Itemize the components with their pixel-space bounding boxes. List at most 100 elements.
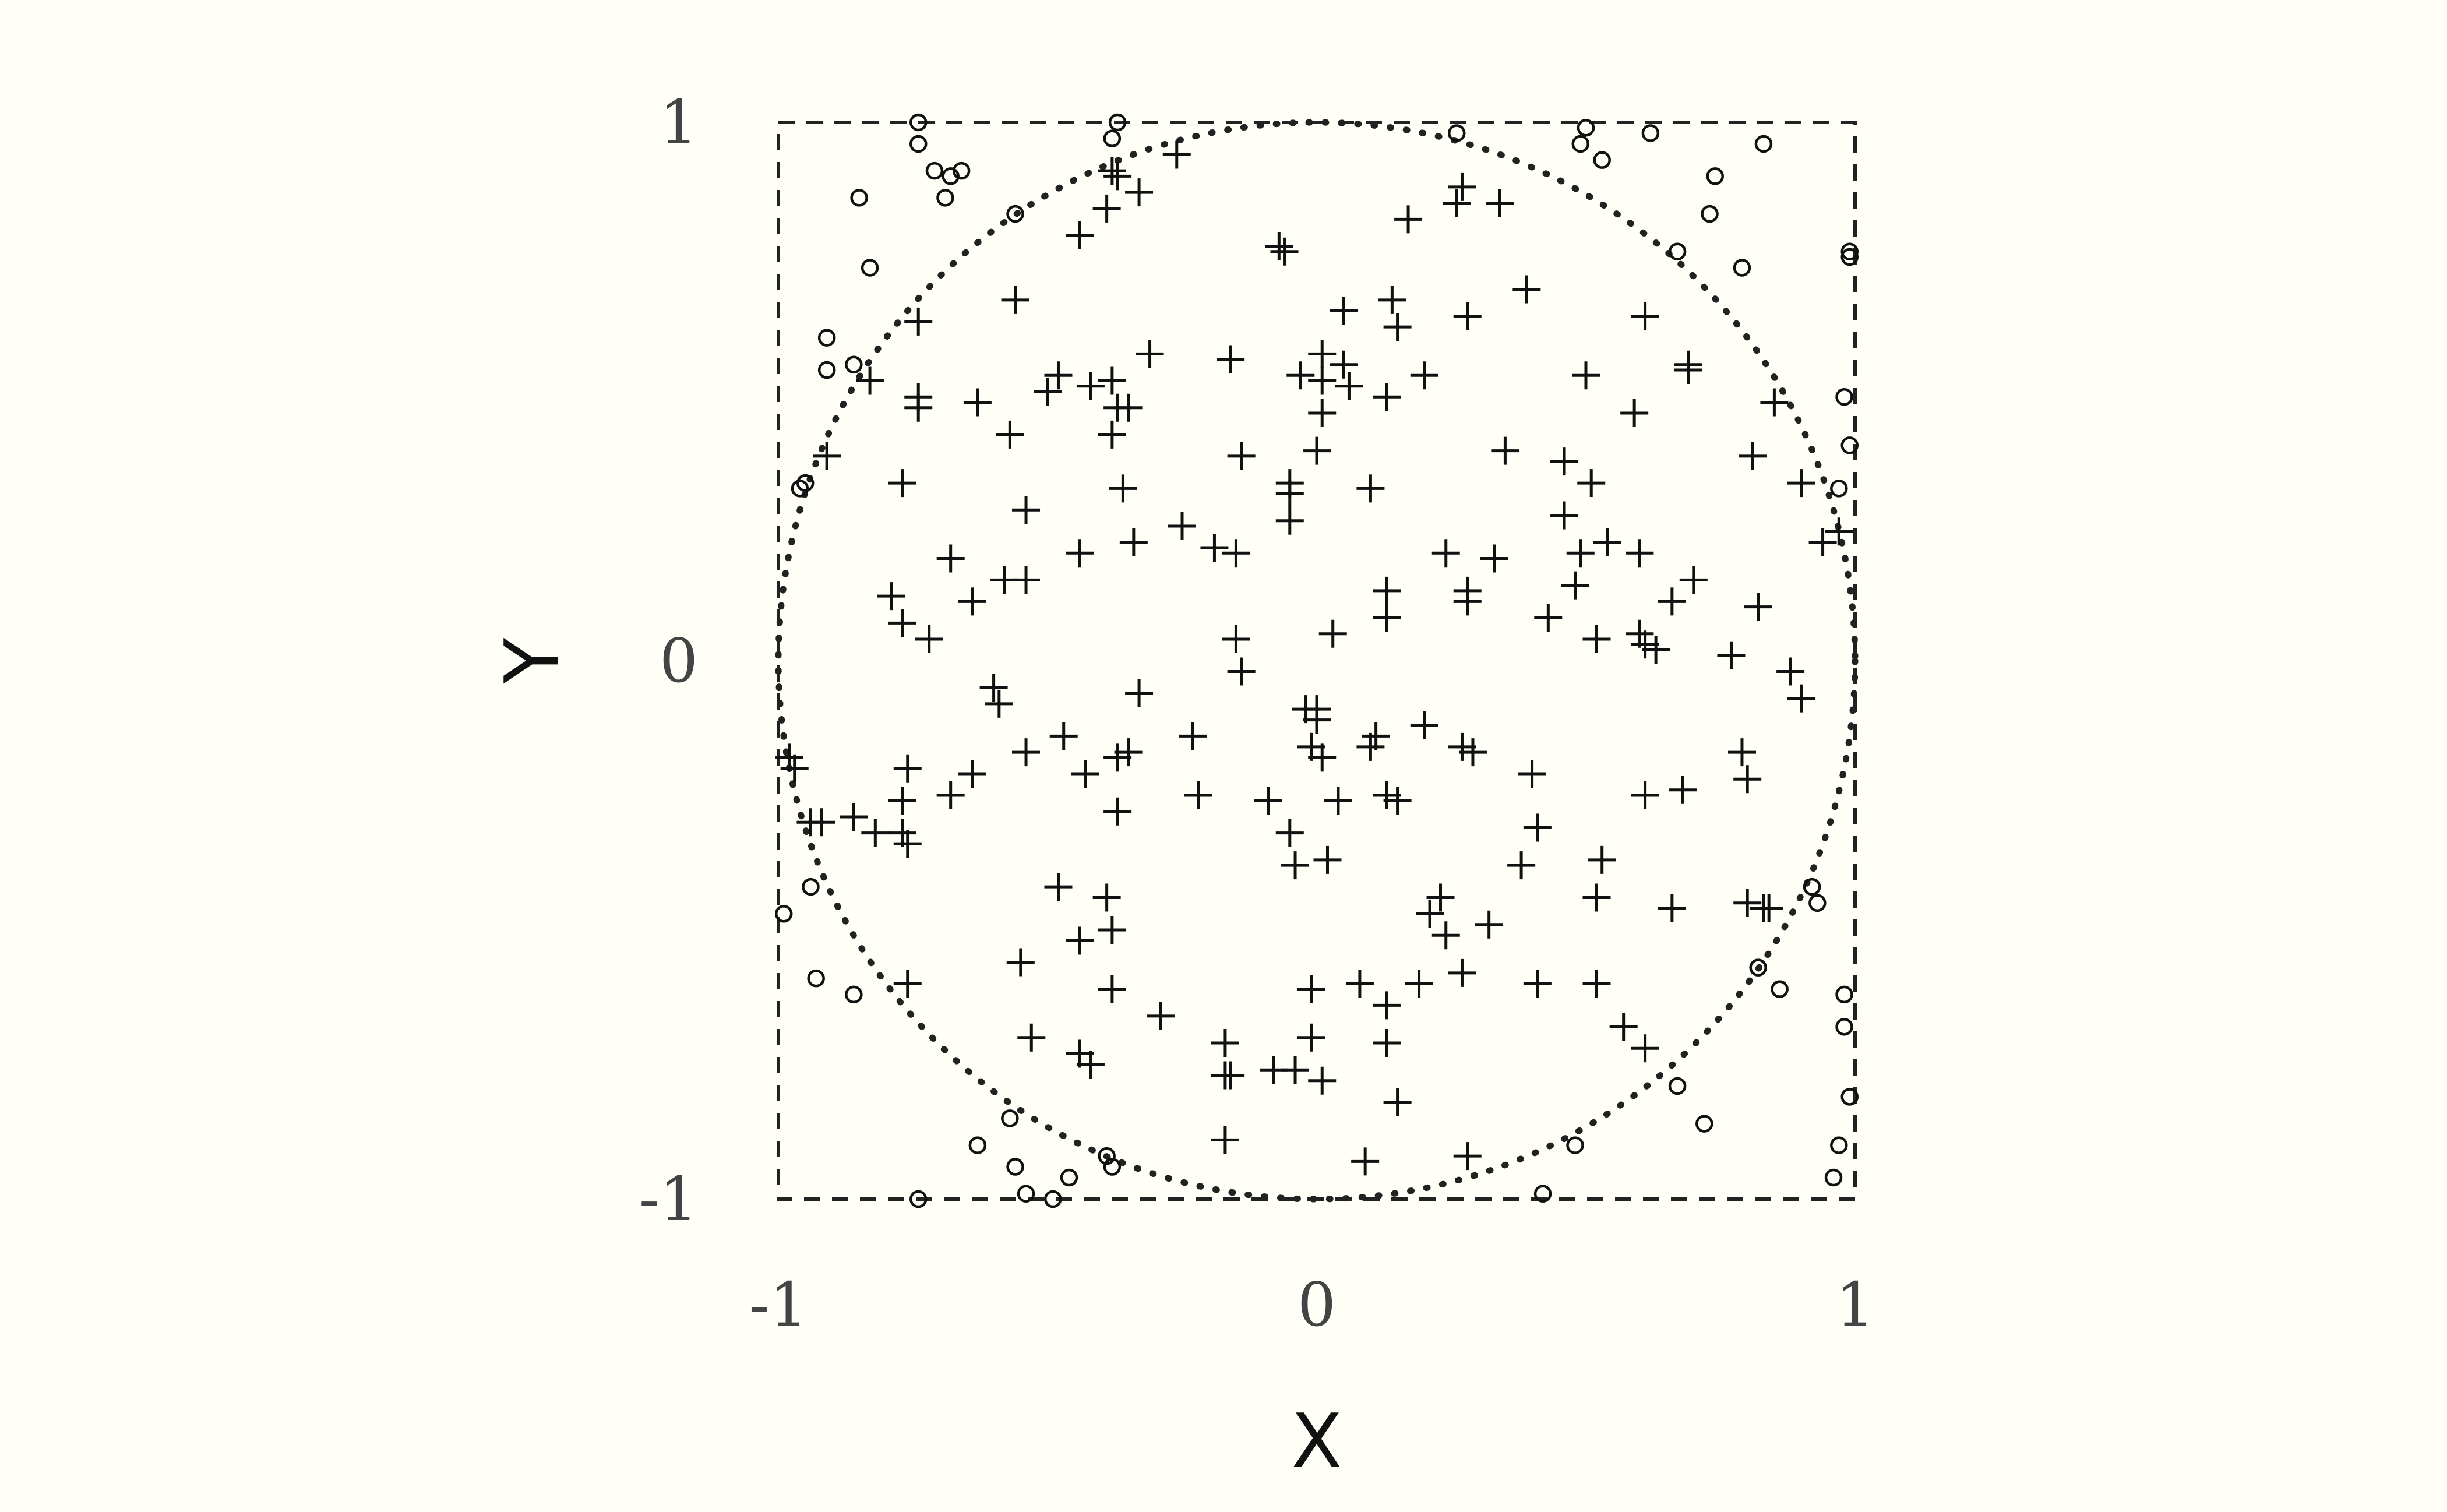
plus-marker-point xyxy=(1017,1023,1046,1052)
circle-marker-point xyxy=(1840,242,1859,261)
plus-marker-point xyxy=(958,587,986,616)
plus-marker-point xyxy=(1286,361,1315,390)
plus-marker-point xyxy=(1335,372,1363,400)
plus-marker-point xyxy=(1808,528,1837,556)
x-axis-label: X xyxy=(1291,1398,1342,1485)
plus-marker-point xyxy=(807,808,835,837)
plus-marker-point xyxy=(1303,436,1331,465)
plus-marker-point xyxy=(1620,399,1649,427)
plus-marker-point xyxy=(1049,722,1078,750)
plus-marker-point xyxy=(1147,1002,1175,1030)
circle-marker-point xyxy=(861,259,879,277)
plus-marker-point xyxy=(1566,539,1595,568)
circle-marker-point xyxy=(817,329,836,347)
plus-marker-point xyxy=(1345,970,1374,998)
plus-marker-point xyxy=(1044,361,1073,390)
plus-marker-point xyxy=(1034,378,1062,406)
plus-marker-point xyxy=(893,754,922,783)
circle-marker-point xyxy=(925,161,944,180)
plus-marker-point xyxy=(1431,539,1460,568)
circle-marker-point xyxy=(845,355,863,374)
plus-marker-point xyxy=(1103,797,1132,826)
plus-marker-point xyxy=(1227,657,1256,686)
plus-marker-point xyxy=(1330,350,1358,379)
plus-marker-point xyxy=(963,388,992,417)
plus-marker-point xyxy=(1162,140,1191,169)
plus-marker-point xyxy=(1265,232,1293,260)
plus-marker-point xyxy=(861,819,890,847)
plus-marker-point xyxy=(1012,738,1041,767)
plus-marker-point xyxy=(1044,873,1073,901)
plus-marker-point xyxy=(1222,539,1250,568)
plus-marker-point xyxy=(1507,851,1536,880)
plus-marker-point xyxy=(1275,480,1304,508)
plus-marker-point xyxy=(1373,576,1401,605)
circle-marker-point xyxy=(1103,129,1122,147)
plus-marker-point xyxy=(1582,970,1611,998)
plus-marker-point xyxy=(1523,970,1552,998)
plus-marker-point xyxy=(1572,361,1600,390)
plus-marker-point xyxy=(1217,345,1245,373)
plus-marker-point xyxy=(1275,506,1304,535)
plus-marker-point xyxy=(1136,340,1164,368)
plus-marker-point xyxy=(1373,383,1401,411)
plus-marker-point xyxy=(877,582,906,611)
plus-marker-point xyxy=(1200,533,1229,562)
plus-marker-point xyxy=(1098,157,1126,185)
plus-marker-point xyxy=(1582,883,1611,912)
plus-marker-point xyxy=(1582,625,1611,654)
plus-marker-point xyxy=(1631,302,1659,330)
plus-marker-point xyxy=(1109,474,1137,503)
plus-marker-point xyxy=(1458,738,1487,767)
plus-marker-point xyxy=(1760,388,1789,417)
plus-marker-point xyxy=(1168,512,1196,540)
plus-marker-point xyxy=(1071,760,1099,788)
plus-marker-point xyxy=(813,442,841,470)
plus-marker-point xyxy=(1674,356,1702,385)
circle-marker-point xyxy=(909,1190,928,1208)
circle-marker-point xyxy=(952,161,971,180)
plus-marker-point xyxy=(1092,883,1121,912)
circle-marker-point xyxy=(942,167,960,185)
plus-marker-point xyxy=(1076,372,1105,400)
circle-marker-point xyxy=(1006,1158,1024,1176)
plus-marker-point xyxy=(1491,436,1519,465)
plus-marker-point xyxy=(1787,469,1815,498)
circle-marker-point xyxy=(1771,980,1789,998)
plus-marker-point xyxy=(840,802,868,831)
circle-marker-point xyxy=(1835,985,1853,1004)
plus-marker-point xyxy=(1383,787,1412,815)
plus-marker-point xyxy=(1631,781,1659,809)
plus-marker-point xyxy=(1356,732,1385,761)
plus-marker-point xyxy=(1184,781,1212,809)
plus-marker-point xyxy=(1523,813,1552,842)
plus-marker-point xyxy=(1717,641,1746,669)
x-tick-label: -1 xyxy=(749,1269,808,1340)
circle-marker-point xyxy=(1749,958,1767,977)
circle-marker-point xyxy=(1006,205,1024,223)
plus-marker-point xyxy=(1658,894,1686,923)
plus-marker-point xyxy=(1394,205,1423,234)
plus-marker-point xyxy=(1733,889,1762,917)
plus-marker-point xyxy=(1125,178,1154,207)
plus-marker-point xyxy=(1308,366,1337,395)
circle-marker-point xyxy=(1830,480,1848,498)
plus-marker-point xyxy=(1281,851,1310,880)
circle-marker-point xyxy=(1447,124,1466,142)
plus-marker-point xyxy=(1103,162,1132,191)
plus-marker-point xyxy=(1066,926,1094,955)
circle-marker-point xyxy=(1001,1109,1019,1127)
circle-marker-point xyxy=(1668,1077,1687,1095)
circle-marker-point xyxy=(1108,113,1127,132)
plus-marker-point xyxy=(1308,743,1337,772)
circle-marker-point xyxy=(1808,894,1827,912)
plus-marker-point xyxy=(1098,420,1126,449)
plus-marker-point xyxy=(979,674,1008,702)
circle-marker-point xyxy=(791,480,809,498)
plus-marker-point xyxy=(1431,921,1460,950)
plus-marker-point xyxy=(1383,1088,1412,1116)
plus-marker-point xyxy=(1410,711,1438,739)
plus-marker-point xyxy=(1593,528,1621,556)
